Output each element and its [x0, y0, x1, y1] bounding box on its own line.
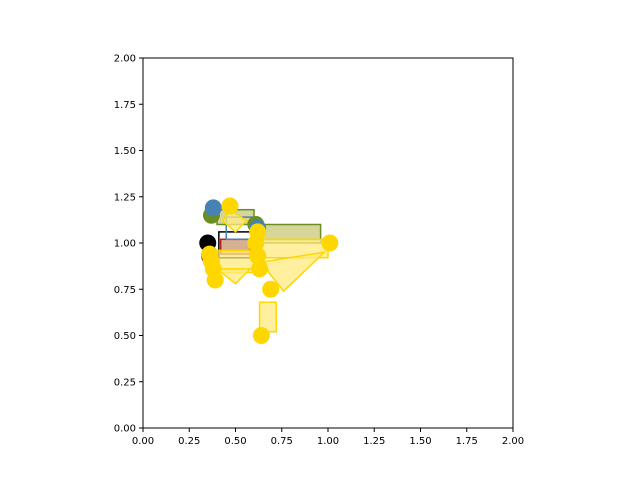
y-tick-label: 1.50	[114, 146, 136, 157]
data-point-gold	[206, 271, 224, 289]
data-polygon-gold	[221, 208, 248, 233]
data-point-gold	[249, 247, 267, 265]
x-tick-label: 0.00	[132, 436, 154, 447]
chart-marks	[199, 197, 339, 344]
y-tick-label: 0.75	[114, 285, 136, 296]
y-tick-label: 1.00	[114, 239, 136, 250]
x-tick-label: 2.00	[502, 436, 524, 447]
data-point-gold	[201, 245, 219, 263]
x-tick-label: 1.75	[456, 436, 478, 447]
data-point-gold	[262, 280, 280, 298]
x-tick-label: 1.00	[317, 436, 339, 447]
data-point-steelblue	[204, 199, 222, 217]
y-tick-label: 0.00	[114, 424, 136, 435]
x-tick-label: 0.25	[178, 436, 200, 447]
y-tick-label: 0.25	[114, 377, 136, 388]
y-tick-label: 2.00	[114, 54, 136, 65]
data-point-gold	[252, 327, 270, 344]
y-tick-label: 0.50	[114, 331, 136, 342]
x-tick-label: 0.75	[271, 436, 293, 447]
x-tick-label: 1.50	[409, 436, 431, 447]
data-point-gold	[321, 234, 339, 252]
y-tick-label: 1.75	[114, 100, 136, 111]
chart-axes: 0.00 0.25 0.50 0.75 1.00 1.25 1.50 1.75 2.00 0.00…	[114, 54, 524, 448]
data-point-gold	[247, 234, 265, 252]
data-point-gold	[251, 260, 269, 278]
data-point-gold	[221, 197, 239, 215]
data-polygon-gold	[214, 268, 253, 285]
x-tick-label: 0.50	[224, 436, 246, 447]
x-tick-label: 1.25	[363, 436, 385, 447]
y-tick-label: 1.25	[114, 192, 136, 203]
